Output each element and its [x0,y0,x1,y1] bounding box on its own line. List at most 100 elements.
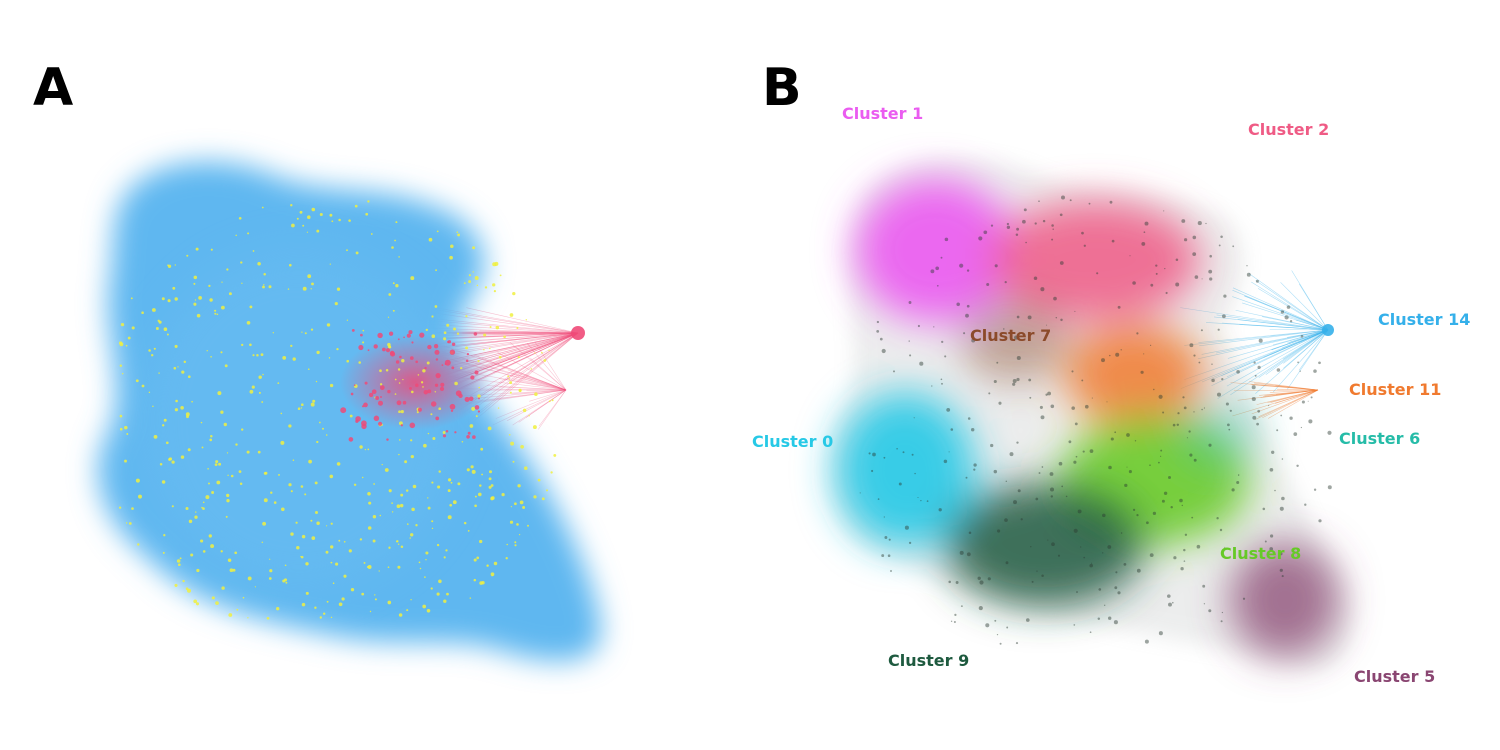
hub-edge [1251,389,1319,415]
node-dot [346,359,350,363]
node-dot [1307,400,1309,402]
node-dot [163,327,168,332]
node-dot [415,524,418,527]
node-dot [1016,355,1021,361]
node-dot [1089,449,1094,453]
node-dot [296,545,300,550]
node-dot [1232,245,1235,248]
node-dot [1049,487,1055,492]
node-dot [1081,231,1084,235]
node-dot [1219,528,1223,532]
node-dot [1004,518,1008,522]
node-dot [263,471,267,475]
node-dot [1301,400,1305,404]
node-dot [483,333,487,337]
node-dot [1153,388,1155,391]
node-dot [1061,195,1065,200]
node-dot [1165,291,1168,295]
cluster-region-7 [960,298,1070,382]
node-dot [1015,642,1019,645]
node-dot [388,489,392,493]
node-dot [310,288,312,290]
node-dot [471,469,476,474]
node-dot [268,285,272,289]
node-dot [1134,440,1137,442]
cluster-region-6 [1180,395,1260,465]
hub-edge [1283,329,1329,369]
node-dot [1289,416,1293,420]
node-dot [1203,603,1206,605]
node-dot [431,527,434,530]
node-dot [470,465,474,469]
node-dot [490,572,495,577]
node-dot [180,455,185,459]
cluster-label-5: Cluster 5 [1354,667,1436,686]
node-dot [525,319,528,321]
node-dot [990,224,994,227]
node-dot [394,239,397,242]
node-dot [363,561,366,564]
node-dot [227,558,232,562]
node-dot [447,478,452,482]
hub-edge [499,378,567,391]
node-dot [171,460,175,464]
node-dot [468,280,472,284]
node-dot [1192,252,1197,256]
node-dot [1120,532,1123,534]
node-dot [124,425,128,430]
node-dot [187,448,191,452]
node-dot [422,604,427,609]
node-dot [876,320,880,324]
node-dot [1163,491,1168,495]
node-dot [457,482,461,486]
node-dot [474,405,480,410]
hub-edge [1255,329,1329,394]
node-dot [1289,320,1293,323]
node-dot [467,529,470,532]
node-dot [474,504,477,508]
node-dot [1149,553,1154,558]
node-dot [194,299,197,301]
node-dot [514,502,517,506]
hub-edge [1274,389,1319,404]
hub-edge [1237,319,1329,331]
node-dot [379,383,383,386]
node-dot [235,234,237,237]
node-dot [424,366,427,370]
node-dot [410,439,413,442]
node-dot [1175,282,1180,287]
node-dot [238,470,242,473]
node-dot [325,434,328,436]
node-dot [1192,235,1197,240]
node-dot [187,588,191,593]
node-dot [305,591,309,595]
node-dot [917,496,919,499]
node-dot [403,336,405,339]
node-dot [477,360,480,363]
hub-edge [487,385,567,391]
hub-edge [1248,381,1319,391]
node-dot [415,383,419,388]
node-dot [1144,639,1149,644]
node-dot [186,254,189,257]
node-dot [185,507,189,510]
node-dot [1284,315,1289,320]
node-dot [186,415,189,419]
node-dot [517,355,520,359]
cluster-region-0 [835,392,975,548]
node-dot [1221,377,1224,381]
node-dot [401,359,405,363]
node-dot [501,492,505,497]
node-dot [1117,591,1121,595]
node-dot [1293,432,1298,436]
node-dot [329,474,334,479]
node-dot [1186,437,1188,439]
node-dot [387,600,392,605]
hub-edge [1232,287,1329,331]
node-dot [908,301,912,304]
node-dot [348,437,354,442]
node-dot [435,269,437,272]
node-dot [1188,430,1191,433]
node-dot [202,550,206,553]
node-dot [226,452,229,454]
